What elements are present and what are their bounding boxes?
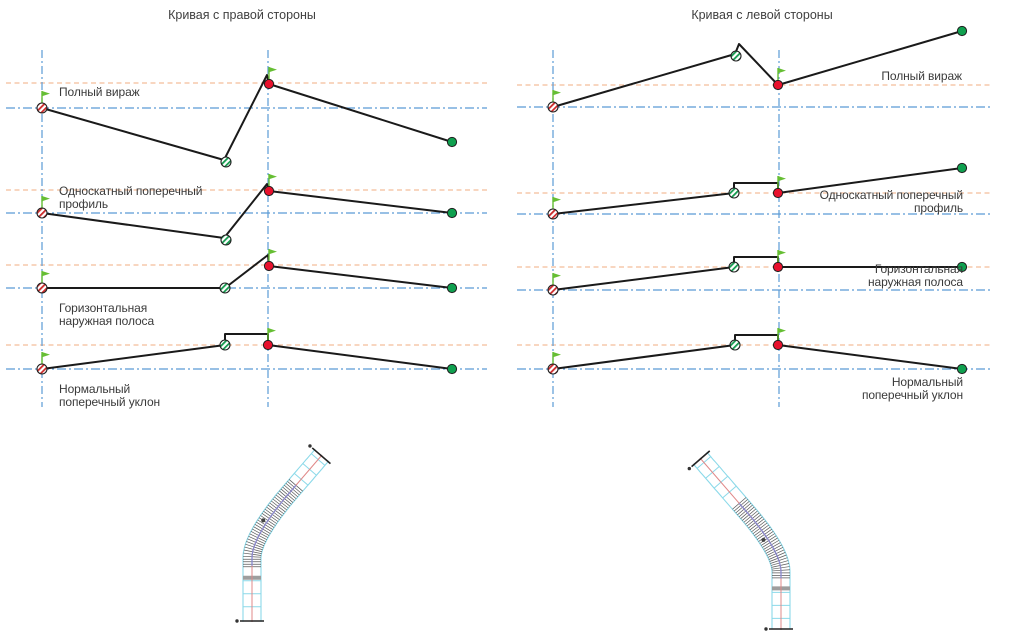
road-centerline-geometry [252,455,322,622]
edge-profile-polyline [552,167,963,215]
right-panel-diagram [517,25,993,407]
full-superelevation-point [263,260,275,272]
end-point [446,363,458,375]
start-transition-marker [547,363,559,375]
left-label-single-slope-profile: Односкатный поперечный профиль [59,184,203,212]
left-panel-title: Кривая с правой стороны [168,8,316,22]
start-transition-marker [547,101,559,113]
full-superelevation-point [263,185,275,197]
mid-transition-marker [730,50,742,62]
end-point [956,25,968,37]
full-superelevation-point [772,187,784,199]
edge-profile-polyline [41,183,453,239]
mid-transition-marker [219,339,231,351]
right-label-full-superelevation: Полный вираж [881,69,962,83]
mid-transition-marker [220,234,232,246]
flag-icon [269,67,277,73]
flag-icon [553,352,561,358]
right-curve-plan [687,450,793,631]
road-edge-line [260,460,330,622]
start-transition-marker [547,208,559,220]
flag-icon [553,273,561,279]
full-superelevation-point [263,78,275,90]
road-centerline [251,454,323,622]
curve-mid-station-mark [261,518,266,523]
left-label-normal-cross-slope: Нормальный поперечный уклон [59,382,161,410]
flag-icon [778,68,786,74]
flag-icon [553,197,561,203]
road-edge-line [692,463,773,629]
road-end-station-mark [687,466,692,471]
edge-profile-polyline [552,30,963,108]
right-panel-title: Кривая с левой стороны [691,8,833,22]
full-superelevation-point [772,339,784,351]
end-point [956,162,968,174]
mid-transition-marker [220,156,232,168]
flag-icon [778,176,786,182]
mid-transition-marker [728,187,740,199]
road-end-tick [311,447,331,465]
start-transition-marker [36,282,48,294]
full-superelevation-point [262,339,274,351]
flag-icon [269,249,277,255]
flag-icon [42,91,50,97]
edge-profile-polyline [41,333,453,370]
end-point [956,261,968,273]
flag-icon [553,90,561,96]
mid-transition-marker [219,282,231,294]
road-centerline [699,457,782,630]
flag-icon [269,174,277,180]
road-end-tick [691,450,711,468]
flag-icon [42,196,50,202]
full-superelevation-point [772,261,784,273]
flag-icon [778,328,786,334]
curve-mid-station-mark [761,537,766,542]
mid-transition-marker [729,339,741,351]
road-end-station-mark [764,627,768,631]
road-centerline-geometry [700,458,781,630]
start-transition-marker [36,207,48,219]
start-transition-marker [36,102,48,114]
right-label-single-slope-profile: Односкатный поперечный профиль [819,188,963,216]
right-label-horizontal-outer-lane: Горизонтальная наружная полоса [867,262,963,290]
start-transition-marker [547,284,559,296]
flag-icon [42,271,50,277]
start-transition-marker [36,363,48,375]
left-panel-diagram [6,50,487,407]
road-end-station-mark [308,444,312,448]
superelevation-rotation-axis [251,484,297,566]
end-point [446,282,458,294]
edge-profile-polyline [41,254,453,289]
left-label-full-superelevation: Полный вираж [59,85,140,99]
road-edge-line [706,451,791,629]
edge-profile-polyline [552,256,963,291]
flag-icon [268,328,276,334]
road-end-station-mark [235,619,239,623]
end-point [446,207,458,219]
edge-profile-polyline [552,334,963,370]
flag-icon [778,250,786,256]
left-curve-plan [235,444,331,623]
left-label-horizontal-outer-lane: Горизонтальная наружная полоса [59,301,155,329]
end-point [956,363,968,375]
edge-profile-polyline [41,74,453,161]
end-point [446,136,458,148]
flag-icon [42,352,50,358]
right-label-normal-cross-slope: Нормальный поперечный уклон [861,375,963,403]
superelevation-rotation-axis [738,502,782,579]
full-superelevation-point [772,79,784,91]
mid-transition-marker [728,261,740,273]
